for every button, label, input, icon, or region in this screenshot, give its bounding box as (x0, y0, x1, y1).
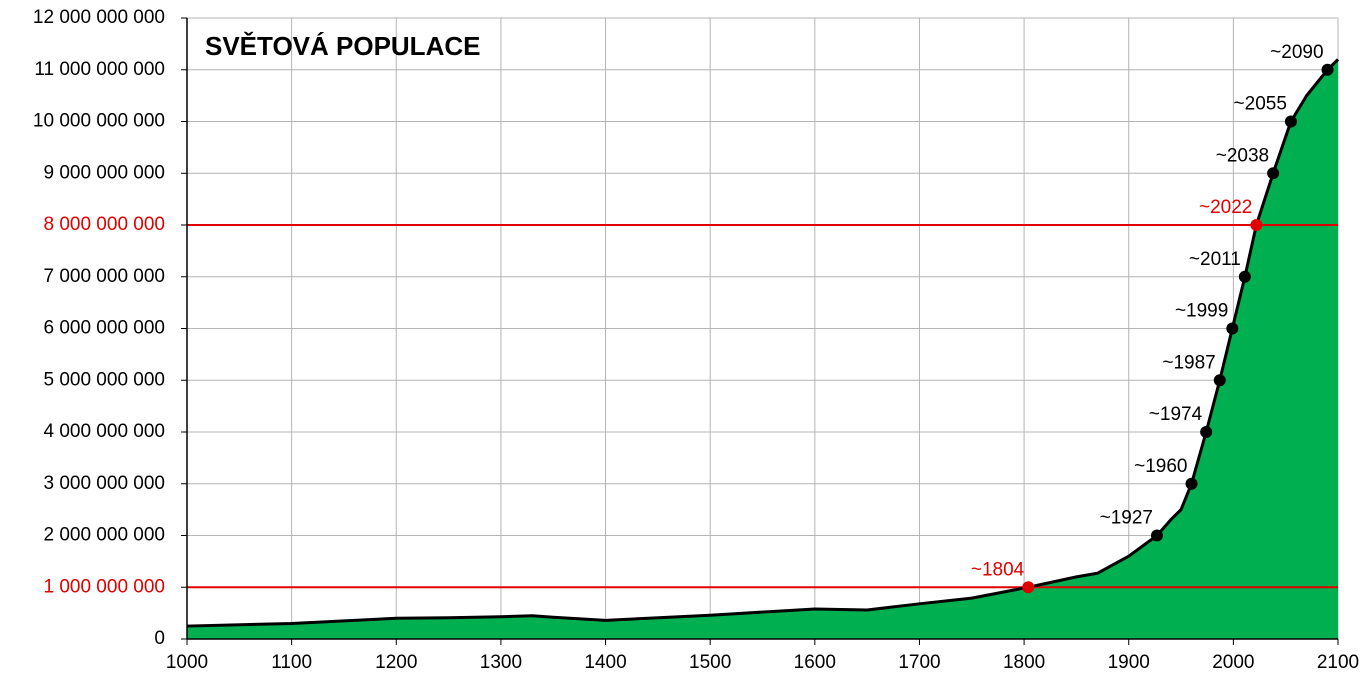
x-tick-label: 1200 (375, 652, 417, 673)
milestone-point (1213, 374, 1226, 387)
milestone-point (1200, 426, 1213, 438)
chart-title: SVĚTOVÁ POPULACE (205, 31, 480, 61)
y-tick-label: 11 000 000 000 (34, 59, 165, 80)
milestone-label: ~2090 (1270, 42, 1323, 63)
x-tick-label: 1700 (898, 652, 940, 673)
area (187, 59, 1338, 639)
x-tick-label: 1800 (1003, 652, 1045, 673)
milestone-point (1284, 115, 1297, 128)
y-tick-label: 1 000 000 000 (43, 576, 165, 597)
milestone-label: ~1927 (1100, 508, 1153, 529)
milestone-point (1022, 581, 1035, 594)
milestone-point (1321, 63, 1334, 76)
milestone-label: ~1987 (1162, 352, 1215, 373)
milestone-label: ~1974 (1149, 404, 1203, 425)
milestone-label: ~2055 (1234, 94, 1287, 115)
plot (186, 58, 1340, 639)
y-tick-label: 5 000 000 000 (43, 369, 165, 390)
milestone-label: ~1999 (1175, 301, 1228, 322)
y-tick-label: 9 000 000 000 (43, 162, 165, 183)
x-tick-label: 1400 (584, 652, 626, 673)
milestone-point (1185, 477, 1198, 490)
x-tick-label: 1900 (1108, 652, 1150, 673)
milestone-point (1267, 167, 1280, 180)
x-tick-label: 2000 (1212, 652, 1254, 673)
x-tick-label: 1000 (166, 652, 208, 673)
milestone-label: ~2011 (1189, 249, 1241, 270)
milestone-label: ~1804 (971, 559, 1025, 580)
x-tick-label: 1100 (271, 652, 312, 673)
y-tick-label: 3 000 000 000 (43, 473, 165, 494)
x-tick-label: 1300 (480, 652, 522, 673)
y-tick-label: 7 000 000 000 (43, 266, 165, 287)
x-tick-label: 2100 (1317, 652, 1359, 673)
x-tick-label: 1500 (689, 652, 731, 673)
y-tick-label: 0 (154, 628, 165, 649)
y-tick-label: 6 000 000 000 (43, 318, 165, 339)
y-tick-label: 2 000 000 000 (43, 525, 165, 546)
milestone-label: ~2038 (1216, 145, 1269, 166)
milestone-point (1226, 322, 1239, 335)
y-tick-label: 10 000 000 000 (33, 111, 165, 132)
milestone-point (1238, 270, 1251, 283)
milestone-label: ~2022 (1199, 197, 1252, 218)
milestone-point (1250, 219, 1263, 231)
y-tick-label: 4 000 000 000 (43, 421, 165, 442)
milestone-label: ~1960 (1134, 456, 1187, 477)
y-tick-label: 8 000 000 000 (43, 214, 165, 235)
x-tick-label: 1600 (794, 652, 836, 673)
milestone-point (1150, 529, 1163, 542)
y-tick-label: 12 000 000 000 (33, 7, 165, 28)
